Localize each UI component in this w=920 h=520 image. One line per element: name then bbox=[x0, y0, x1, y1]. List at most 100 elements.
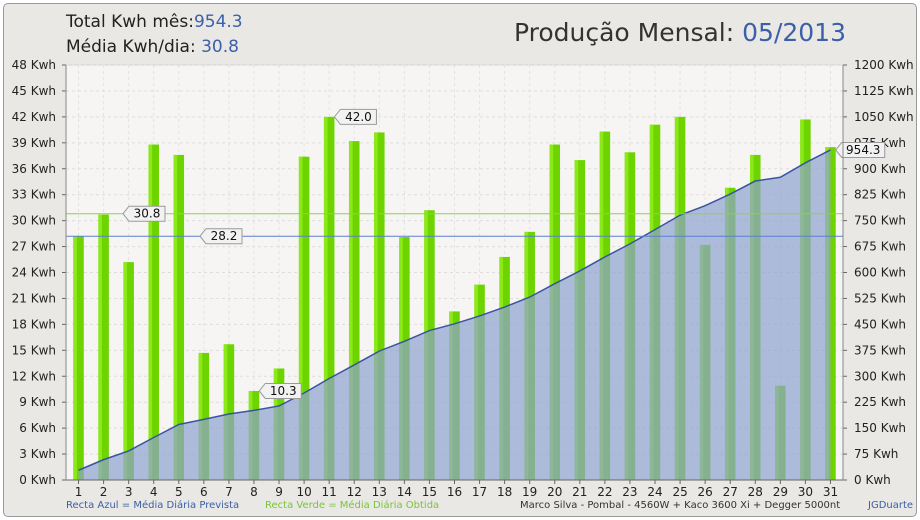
x-tick-label: 25 bbox=[672, 485, 687, 499]
x-tick-label: 24 bbox=[647, 485, 662, 499]
y2-tick-label: 600 Kwh bbox=[854, 266, 906, 280]
bar-day-11 bbox=[323, 116, 335, 480]
y-tick-label: 45 Kwh bbox=[12, 84, 56, 98]
total-kwh-label: Total Kwh mês: bbox=[66, 12, 194, 32]
y-tick-label: 42 Kwh bbox=[12, 110, 56, 124]
avg-kwh-value: 30.8 bbox=[201, 37, 239, 57]
total-kwh-stat: Total Kwh mês:954.3 bbox=[66, 12, 243, 32]
x-tick-label: 5 bbox=[175, 485, 183, 499]
annotation-day-31: 954.3 bbox=[835, 141, 886, 158]
y2-tick-label: 375 Kwh bbox=[854, 343, 906, 357]
y-tick-label: 3 Kwh bbox=[19, 447, 56, 461]
bar-day-4 bbox=[148, 144, 159, 480]
blue-line-note: Recta Azul = Média Diária Prevista bbox=[66, 500, 240, 511]
x-tick-label: 3 bbox=[125, 485, 133, 499]
y2-tick-label: 1050 Kwh bbox=[854, 110, 914, 124]
bar-day-2 bbox=[98, 214, 109, 480]
y-tick-label: 6 Kwh bbox=[19, 421, 56, 435]
bar-highlight bbox=[123, 262, 128, 480]
x-tick-label: 16 bbox=[447, 485, 462, 499]
x-tick-label: 1 bbox=[75, 485, 83, 499]
reference-callout-obtained-text: 30.8 bbox=[134, 207, 161, 221]
x-tick-label: 12 bbox=[347, 485, 362, 499]
bar-day-6 bbox=[198, 352, 210, 480]
y2-tick-label: 900 Kwh bbox=[854, 162, 906, 176]
bar-day-1 bbox=[73, 236, 84, 480]
reference-callout-expected: 28.2 bbox=[199, 228, 243, 245]
annotation-day-31-text: 954.3 bbox=[846, 143, 880, 157]
y2-tick-label: 675 Kwh bbox=[854, 240, 906, 254]
x-tick-label: 30 bbox=[798, 485, 813, 499]
y-tick-label: 39 Kwh bbox=[12, 136, 56, 150]
bar-day-5 bbox=[173, 154, 185, 480]
reference-callout-obtained-box bbox=[122, 205, 166, 222]
reference-callout-expected-box bbox=[199, 228, 243, 245]
bar-day-31 bbox=[825, 147, 836, 480]
chart-title-label: Produção Mensal: bbox=[513, 18, 735, 47]
x-tick-label: 27 bbox=[723, 485, 738, 499]
bar-highlight bbox=[173, 154, 178, 480]
bar-highlight bbox=[98, 214, 103, 480]
chart-title-value: 05/2013 bbox=[742, 18, 846, 47]
y2-tick-label: 1125 Kwh bbox=[854, 84, 914, 98]
x-tick-label: 31 bbox=[823, 485, 838, 499]
y2-tick-label: 75 Kwh bbox=[854, 447, 898, 461]
annotation-day-11: 42.0 bbox=[333, 108, 377, 125]
y-tick-label: 36 Kwh bbox=[12, 162, 56, 176]
x-tick-label: 10 bbox=[296, 485, 311, 499]
bar-highlight bbox=[348, 141, 353, 481]
y2-tick-label: 150 Kwh bbox=[854, 421, 906, 435]
y2-tick-label: 825 Kwh bbox=[854, 188, 906, 202]
y2-tick-label: 750 Kwh bbox=[854, 214, 906, 228]
x-tick-label: 17 bbox=[472, 485, 487, 499]
y-tick-label: 12 Kwh bbox=[12, 369, 56, 383]
y-tick-label: 30 Kwh bbox=[12, 214, 56, 228]
annotation-day-11-box bbox=[333, 108, 377, 125]
x-tick-label: 14 bbox=[397, 485, 412, 499]
x-tick-label: 7 bbox=[225, 485, 233, 499]
y2-tick-label: 225 Kwh bbox=[854, 395, 906, 409]
x-tick-label: 6 bbox=[200, 485, 208, 499]
y2-tick-label: 300 Kwh bbox=[854, 369, 906, 383]
avg-kwh-label: Média Kwh/dia: bbox=[66, 37, 196, 57]
x-tick-label: 28 bbox=[748, 485, 763, 499]
credit: JGDuarte bbox=[868, 500, 914, 511]
bar-day-10 bbox=[298, 156, 310, 481]
x-tick-label: 11 bbox=[322, 485, 337, 499]
x-tick-label: 22 bbox=[597, 485, 612, 499]
y-tick-label: 21 Kwh bbox=[12, 291, 56, 305]
chart-title: Produção Mensal: 05/2013 bbox=[514, 18, 846, 47]
system-info: Marco Silva - Pombal - 4560W + Kaco 3600… bbox=[520, 500, 841, 511]
x-tick-label: 18 bbox=[497, 485, 512, 499]
reference-callout-obtained: 30.8 bbox=[122, 205, 166, 222]
y-tick-label: 15 Kwh bbox=[12, 343, 56, 357]
annotation-day-8-text: 10.3 bbox=[270, 384, 297, 398]
bar-day-12 bbox=[348, 141, 360, 481]
bar-highlight bbox=[148, 144, 153, 480]
y2-tick-label: 1200 Kwh bbox=[854, 58, 914, 72]
y-tick-label: 48 Kwh bbox=[12, 58, 56, 72]
bar-highlight bbox=[323, 116, 328, 480]
y-tick-label: 24 Kwh bbox=[12, 266, 56, 280]
y2-tick-label: 0 Kwh bbox=[854, 473, 891, 487]
bar-highlight bbox=[223, 344, 228, 480]
y-tick-label: 33 Kwh bbox=[12, 188, 56, 202]
x-tick-label: 2 bbox=[100, 485, 108, 499]
x-tick-label: 29 bbox=[773, 485, 788, 499]
bar-highlight bbox=[198, 352, 203, 480]
bar-highlight bbox=[298, 156, 303, 481]
bar-day-7 bbox=[223, 344, 235, 480]
cumulative-line bbox=[78, 149, 831, 471]
y-tick-label: 0 Kwh bbox=[19, 473, 56, 487]
x-tick-label: 19 bbox=[522, 485, 537, 499]
x-tick-label: 13 bbox=[372, 485, 387, 499]
reference-callout-expected-text: 28.2 bbox=[211, 229, 238, 243]
y-tick-label: 9 Kwh bbox=[19, 395, 56, 409]
x-tick-label: 9 bbox=[275, 485, 283, 499]
bar-highlight bbox=[73, 236, 77, 480]
x-tick-label: 8 bbox=[250, 485, 258, 499]
x-tick-label: 4 bbox=[150, 485, 158, 499]
avg-kwh-stat: Média Kwh/dia: 30.8 bbox=[66, 37, 239, 57]
bar-day-13 bbox=[374, 132, 385, 480]
